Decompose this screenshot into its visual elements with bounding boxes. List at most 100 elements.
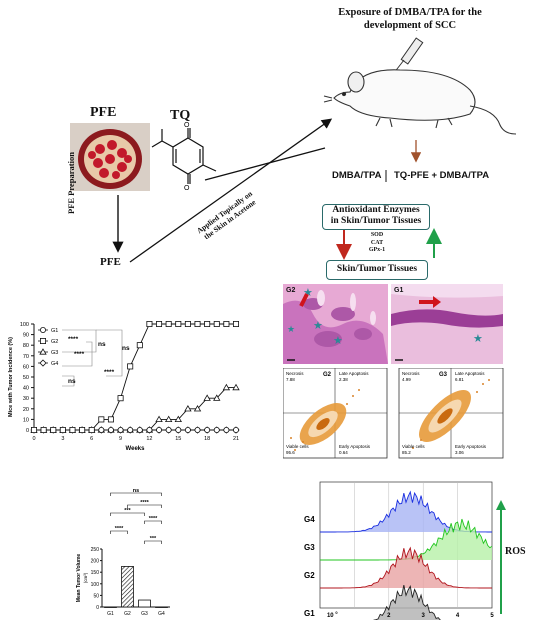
point-g1 [204,427,211,434]
star-markers: ★ ★ ★ ★ ★ [287,287,483,347]
legend-item-g3: G3 [38,348,58,356]
point-g2 [136,342,143,349]
y-tick-label: 70 [23,354,29,360]
mouse-icon [323,69,517,135]
series-line-g3 [34,387,236,431]
g2-viable-val: 95.6 [286,450,295,455]
pathway-arrows [112,118,442,263]
point-g2 [175,320,182,327]
bar-y-tick-label: 150 [91,570,100,576]
bar-category-label: G2 [124,611,131,617]
point-g2 [117,395,124,402]
y-tick-label: 80 [23,343,29,349]
point-g2 [165,320,172,327]
ros-x-tick: 4 [456,613,460,619]
legend-label: G2 [51,339,58,345]
exposure-title: Exposure of DMBA/TPA for the development… [300,6,520,32]
bar-y-tick-label: 250 [91,547,100,553]
bar-significance-label: **** [115,526,124,532]
svg-text:★: ★ [333,335,343,347]
point-g2 [184,320,191,327]
y-tick-label: 30 [23,396,29,402]
bar-g2 [121,566,134,608]
tq-pfe-label: TQ-PFE + DMBA/TPA [394,170,490,181]
significance-brackets [62,329,123,387]
enzyme-gpx: GPx-1 [368,247,386,253]
legend-label: G4 [51,361,58,367]
series-line-g2 [34,323,236,431]
point-g1 [117,427,124,434]
histology-right-label: G1 [394,287,403,294]
bar-significance-label: **** [149,516,158,522]
legend-marker [39,348,47,355]
ros-label: ROS [505,546,526,557]
enzyme-cat: CAT [370,239,384,246]
significance-label: ns [122,345,130,352]
point-g2 [69,427,76,434]
g3-early-val: 3.06 [455,450,464,455]
legend-label: G1 [51,328,58,334]
enzyme-list: SOD CAT GPx-1 [362,232,392,255]
ros-arrow [496,500,506,614]
point-g1 [146,427,153,434]
svg-text:★: ★ [313,320,323,332]
legend-label: G3 [51,350,58,356]
point-g3 [232,383,240,391]
point-g3 [174,415,182,422]
significance-label: ns [68,378,76,385]
point-g2 [30,427,37,434]
point-g1 [184,427,191,434]
g2-viable: Viable cells [286,444,309,449]
point-g2 [223,320,230,327]
y-axis-label: Mice with Tumor Incidence (%) [8,337,14,417]
enzyme-sod: SOD [370,232,384,238]
bar-y-unit: (cm³) [83,572,88,583]
bar-significance-label: ns [133,488,139,494]
point-g2 [194,320,201,327]
pfe-prep-label: PFE Preparation [66,152,76,214]
point-g3 [155,415,163,422]
legend-item-g1: G1 [38,326,58,334]
bar-category-label: G4 [158,611,165,617]
tumor-volume-chart: 0 50 100 150 200 250 Mean Tumor Volume (cm³) G1 G… [76,488,170,617]
bracket-outer [96,329,123,377]
g2-late-val: 2.38 [339,377,348,382]
ros-line-g2 [319,546,493,589]
bracket-g1-g2 [62,329,97,353]
g2-late: Late Apoptosis [339,371,369,376]
x-tick-label: 0 [32,436,35,442]
bar-bracket [110,512,145,516]
point-g1 [232,427,239,434]
ros-x-tick: 10 [327,613,334,619]
x-tick-label: 12 [146,436,152,442]
exposure-title-line1: Exposure of DMBA/TPA for the [338,7,482,18]
point-g1 [127,427,134,434]
ros-fill-g4 [320,491,492,532]
point-g2 [156,320,163,327]
g3-viable-val: 85.2 [402,450,411,455]
skin-tissues-label: Skin/Tumor Tissues [336,264,418,274]
point-g1 [165,427,172,434]
significance-label: **** [104,369,115,376]
ros-curve-g2 [319,546,493,589]
mouse-illustration [323,30,517,135]
bar-y-axis-label: Mean Tumor Volume [76,554,82,603]
legend-item-g2: G2 [38,337,58,345]
g2-necrosis: Necrosis [286,371,304,376]
dmba-label: DMBA/TPA [332,170,382,181]
x-tick-label: 21 [233,436,239,442]
bracket-mid [62,341,93,367]
histology-left-label: G2 [286,287,295,294]
legend-marker [39,359,47,367]
bar-bracket [144,540,162,544]
ros-curve-g1 [373,585,441,620]
point-g2 [232,320,239,327]
y-tick-label: 10 [23,417,29,423]
bar-brackets [110,492,162,544]
ros-x-tick: 3 [422,613,426,619]
bar-significance-label: **** [140,500,149,506]
point-g3 [164,415,173,422]
svg-text:★: ★ [287,324,295,334]
point-g2 [127,363,134,370]
bar-bracket [144,520,162,524]
